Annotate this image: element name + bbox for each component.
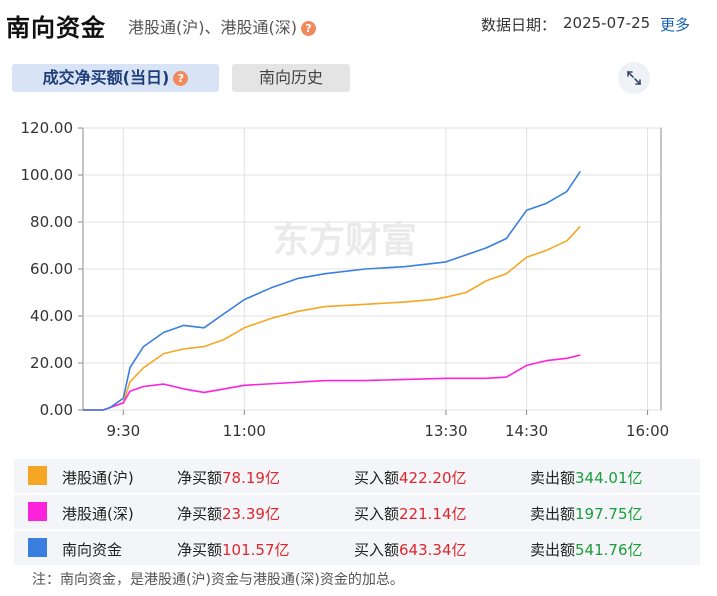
legend-swatch bbox=[28, 538, 47, 557]
net-buy-cell: 净买额101.57亿 bbox=[177, 539, 290, 560]
sell-cell: 卖出额197.75亿 bbox=[530, 503, 643, 524]
legend-table: 港股通(沪) 净买额78.19亿 买入额422.20亿 卖出额344.01亿 港… bbox=[14, 459, 700, 567]
footnote: 注：南向资金，是港股通(沪)资金与港股通(深)资金的加总。 bbox=[32, 572, 404, 588]
legend-row-southbound: 南向资金 净买额101.57亿 买入额643.34亿 卖出额541.76亿 bbox=[14, 531, 700, 565]
date-label: 数据日期： bbox=[481, 16, 557, 34]
tab-label: 成交净买额(当日) bbox=[42, 68, 170, 87]
legend-swatch bbox=[28, 502, 47, 521]
legend-row-hk-sz: 港股通(深) 净买额23.39亿 买入额221.14亿 卖出额197.75亿 bbox=[14, 495, 700, 529]
legend-swatch bbox=[28, 466, 47, 485]
x-tick-label: 9:30 bbox=[106, 422, 140, 440]
watermark-text: 东方财富 bbox=[273, 219, 417, 261]
sell-label: 卖出额 bbox=[530, 469, 576, 487]
net-buy-value: 78.19亿 bbox=[222, 469, 280, 487]
y-tick-label: 120.00 bbox=[21, 119, 74, 137]
net-buy-value: 23.39亿 bbox=[222, 505, 280, 523]
help-icon[interactable]: ? bbox=[173, 71, 189, 86]
buy-label: 买入额 bbox=[354, 469, 400, 487]
page-subtitle: 港股通(沪)、港股通(深)? bbox=[128, 14, 316, 38]
sell-value: 541.76亿 bbox=[575, 541, 643, 559]
buy-value: 422.20亿 bbox=[399, 469, 467, 487]
net-buy-label: 净买额 bbox=[177, 505, 223, 523]
sell-cell: 卖出额344.01亿 bbox=[530, 467, 643, 488]
series-line-3 bbox=[83, 170, 581, 411]
tab-label: 南向历史 bbox=[258, 68, 323, 87]
tab-southbound-history[interactable]: 南向历史 bbox=[232, 64, 350, 92]
y-tick-label: 40.00 bbox=[30, 307, 73, 325]
buy-label: 买入额 bbox=[354, 505, 400, 523]
legend-series-name: 港股通(深) bbox=[62, 505, 134, 523]
expand-button[interactable] bbox=[618, 62, 650, 94]
net-buy-value: 101.57亿 bbox=[222, 541, 290, 559]
date-value: 2025-07-25 bbox=[563, 14, 651, 32]
x-tick-label: 13:30 bbox=[424, 422, 467, 440]
intraday-net-buy-chart: 0.00 20.00 40.00 60.00 80.00 100.00 120.00 9:30… bbox=[21, 119, 670, 440]
sell-value: 197.75亿 bbox=[575, 505, 643, 523]
sell-value: 344.01亿 bbox=[575, 469, 643, 487]
sell-cell: 卖出额541.76亿 bbox=[530, 539, 643, 560]
sell-label: 卖出额 bbox=[530, 541, 576, 559]
buy-value: 643.34亿 bbox=[399, 541, 467, 559]
tab-net-buy-today[interactable]: 成交净买额(当日)? bbox=[12, 64, 219, 92]
y-tick-label: 80.00 bbox=[30, 213, 73, 231]
series-line-1 bbox=[83, 225, 581, 411]
legend-series-name: 南向资金 bbox=[62, 541, 123, 559]
series-line-2 bbox=[83, 354, 581, 411]
buy-cell: 买入额422.20亿 bbox=[354, 467, 467, 488]
buy-cell: 买入额643.34亿 bbox=[354, 539, 467, 560]
net-buy-label: 净买额 bbox=[177, 541, 223, 559]
page-title: 南向资金 bbox=[6, 14, 106, 42]
buy-value: 221.14亿 bbox=[399, 505, 467, 523]
buy-label: 买入额 bbox=[354, 541, 400, 559]
y-tick-label: 0.00 bbox=[40, 401, 73, 419]
more-link[interactable]: 更多 bbox=[660, 16, 691, 34]
y-tick-label: 60.00 bbox=[30, 260, 73, 278]
legend-series-name: 港股通(沪) bbox=[62, 469, 134, 487]
net-buy-label: 净买额 bbox=[177, 469, 223, 487]
buy-cell: 买入额221.14亿 bbox=[354, 503, 467, 524]
legend-row-hk-sh: 港股通(沪) 净买额78.19亿 买入额422.20亿 卖出额344.01亿 bbox=[14, 459, 700, 493]
y-tick-label: 20.00 bbox=[30, 354, 73, 372]
net-buy-cell: 净买额23.39亿 bbox=[177, 503, 280, 524]
subtitle-text: 港股通(沪)、港股通(深) bbox=[128, 18, 297, 37]
help-icon[interactable]: ? bbox=[300, 21, 316, 36]
x-tick-label: 16:00 bbox=[626, 422, 669, 440]
sell-label: 卖出额 bbox=[530, 505, 576, 523]
x-tick-label: 14:30 bbox=[505, 422, 548, 440]
net-buy-cell: 净买额78.19亿 bbox=[177, 467, 280, 488]
x-tick-label: 11:00 bbox=[223, 422, 266, 440]
y-tick-label: 100.00 bbox=[21, 166, 74, 184]
expand-arrows-icon bbox=[627, 71, 641, 85]
